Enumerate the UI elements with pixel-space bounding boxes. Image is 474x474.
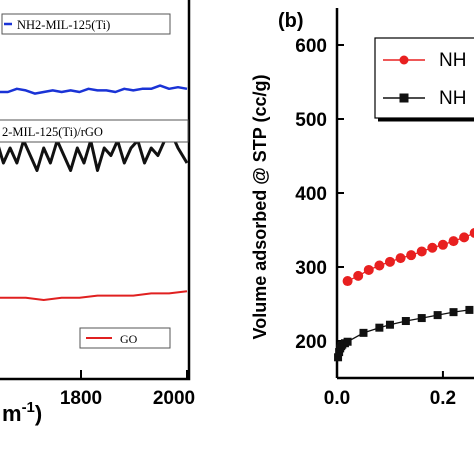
legend-label-nh2-mil-125-rgo: 2-MIL-125(Ti)/rGO (2, 125, 103, 139)
b-legend-box (374, 37, 474, 119)
b-point-1-6 (343, 337, 352, 346)
panel-a: NH2-MIL-125(Ti) 2-MIL-125(Ti)/rGO GO 180… (0, 0, 195, 426)
b-point-0-11 (459, 232, 470, 243)
a-series-line-0 (0, 84, 188, 95)
b-point-0-12 (469, 228, 474, 238)
panel-b-tag: (b) (278, 10, 304, 32)
b-xtick-group: 0.0 0.2 (324, 371, 456, 409)
b-point-1-12 (433, 311, 442, 320)
b-point-0-9 (437, 239, 448, 250)
b-point-0-1 (353, 270, 364, 281)
b-point-0-8 (427, 242, 438, 253)
b-ytick-group: 200 300 400 500 600 (295, 36, 344, 353)
legend-label-go: GO (120, 332, 138, 346)
a-xlabel-exp: -1 (22, 399, 35, 416)
legend-nh2-mil-125: NH2-MIL-125(Ti) (1, 13, 171, 35)
b-ylabel: Volume adsorbed @ STP (cc/g) (250, 75, 270, 340)
b-ytick-label-400: 400 (295, 184, 327, 205)
b-point-0-0 (342, 276, 353, 287)
b-point-0-10 (448, 236, 459, 247)
b-point-0-5 (395, 253, 406, 264)
b-point-0-2 (363, 264, 374, 275)
b-xtick-label-0: 0.0 (324, 388, 350, 409)
b-series-line-1 (337, 309, 470, 358)
legend-go: GO (79, 327, 171, 349)
b-ytick-label-500: 500 (295, 110, 327, 131)
a-series-line-1 (0, 131, 189, 172)
b-point-1-11 (417, 314, 426, 323)
legend-label-nh2-mil-125: NH2-MIL-125(Ti) (17, 18, 110, 32)
b-ytick-label-300: 300 (295, 258, 327, 279)
b-point-1-0 (334, 353, 343, 362)
b-point-1-9 (385, 320, 394, 329)
b-legend-marker-2 (399, 93, 409, 103)
b-point-1-10 (401, 317, 410, 326)
panel-a-series-group (0, 84, 189, 301)
panel-b: (b) Volume adsorbed @ STP (cc/g) 200 300 4… (250, 8, 474, 409)
a-series-line-2 (0, 290, 188, 301)
a-xtick-label-1800: 1800 (60, 388, 102, 409)
a-xlabel-fragment: m-1) (2, 399, 42, 426)
b-legend-label-2: NH (439, 88, 466, 109)
b-point-0-7 (416, 246, 427, 257)
a-xlabel-m: m (2, 401, 22, 426)
b-legend: NH NH (374, 37, 474, 122)
b-legend-label-1: NH (439, 50, 466, 71)
a-xlabel-close: ) (35, 401, 42, 426)
b-xtick-label-1: 0.2 (430, 388, 456, 409)
b-legend-marker-1 (399, 55, 409, 65)
b-point-1-7 (359, 328, 368, 337)
b-point-1-8 (375, 323, 384, 332)
a-xtick-label-2000: 2000 (153, 388, 195, 409)
legend-nh2-mil-125-rgo: 2-MIL-125(Ti)/rGO (0, 119, 189, 143)
b-point-0-3 (374, 260, 385, 271)
b-point-0-4 (384, 256, 395, 267)
b-point-0-6 (406, 250, 417, 261)
b-ytick-label-200: 200 (295, 332, 327, 353)
b-point-1-14 (465, 305, 474, 314)
b-point-1-13 (449, 308, 458, 317)
panel-b-series-group (334, 228, 474, 362)
panel-a-plot-frame (0, 0, 191, 381)
b-ytick-label-600: 600 (295, 36, 327, 57)
